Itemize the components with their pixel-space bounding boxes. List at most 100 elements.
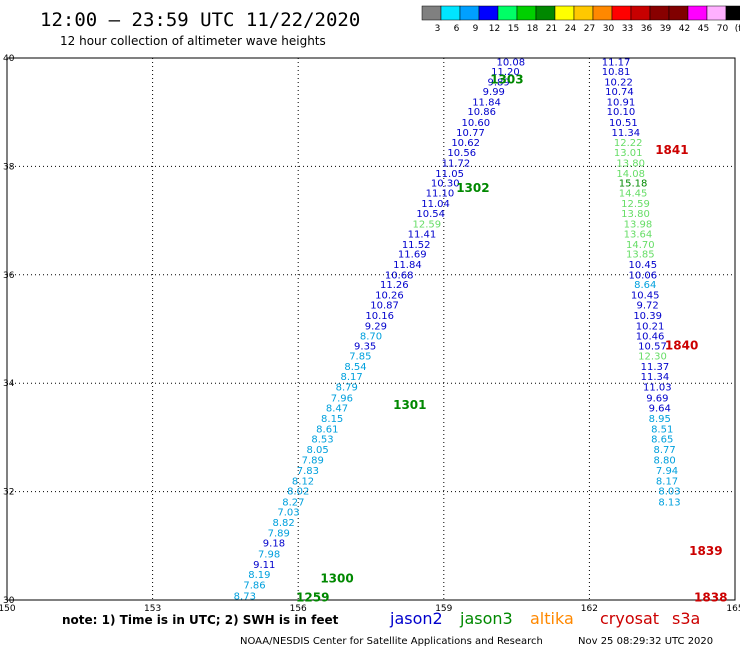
wave-height-label: 8.70 [360,332,382,343]
chart-title: 12:00 – 23:59 UTC 11/22/2020 [40,9,360,31]
y-tick-label: 32 [3,488,14,498]
colorbar-swatch [516,5,537,21]
colorbar-swatch [535,5,556,21]
plot-frame [6,57,736,601]
wave-height-label: 8.47 [326,404,348,415]
wave-height-label: 9.69 [646,393,668,404]
wave-height-label: 10.91 [607,97,636,108]
wave-height-label: 7.96 [331,393,353,404]
grid-lines [7,58,735,600]
pass-number-label: 1841 [655,143,688,157]
wave-height-label: 7.94 [656,466,678,477]
wave-height-label: 10.39 [633,311,662,322]
satellite-legend: jason2 jason3 altika cryosat s3a [389,609,700,628]
wave-height-label: 10.77 [456,128,485,139]
wave-height-label: 8.17 [340,372,362,383]
wave-height-label: 7.83 [297,466,319,477]
footnote: note: 1) Time is in UTC; 2) SWH is in fe… [62,613,339,627]
wave-height-label: 8.82 [273,518,295,529]
y-tick-label: 40 [3,54,15,64]
wave-height-label: 10.06 [628,270,657,281]
wave-height-label: 8.27 [282,497,304,508]
wave-height-label: 8.80 [653,456,675,467]
wave-height-label: 10.81 [602,67,631,78]
colorbar-swatch [440,5,461,21]
x-tick-label: 159 [435,604,452,614]
pass-number-label: 1839 [689,544,722,558]
wave-height-label: 7.86 [243,580,265,591]
wave-height-label: 8.03 [658,487,680,498]
wave-height-label: 13.64 [624,230,653,241]
wave-height-label: 8.54 [344,362,366,373]
wave-height-label: 13.80 [616,159,645,170]
colorbar-swatch [592,5,613,21]
colorbar-label: 30 [603,24,615,34]
pass-labels: 1303 1302 1301 1300 1259 1841 1840 1839 1838 [296,73,727,605]
wave-height-label: 8.12 [292,476,314,487]
colorbar-label: 18 [527,24,539,34]
colorbar-label: 33 [622,24,633,34]
wave-height-label: 9.18 [263,539,285,550]
colorbar-swatch [668,5,689,21]
colorbar-label: 70 [717,24,729,34]
wave-height-label: 10.51 [609,118,638,129]
wave-height-label: 8.51 [651,424,673,435]
colorbar-swatch [573,5,594,21]
wave-height-label: 11.41 [408,230,437,241]
wave-height-label: 8.05 [306,445,328,456]
wave-height-label: 10.21 [636,321,665,332]
x-tick-label: 162 [581,604,598,614]
wave-height-label: 11.84 [472,97,501,108]
wave-height-label: 9.64 [649,404,671,415]
wave-height-label: 13.85 [626,250,655,261]
wave-height-label: 11.03 [643,383,672,394]
wave-height-label: 11.37 [641,362,670,373]
wave-height-label: 11.84 [393,260,422,271]
colorbar-label: 36 [641,24,653,34]
wave-height-label: 11.34 [611,128,640,139]
colorbar-swatch [478,5,499,21]
wave-height-label: 11.10 [426,189,455,200]
pass-number-label: 1300 [320,571,353,585]
chart-subtitle: 12 hour collection of altimeter wave hei… [60,34,326,48]
wave-height-label: 8.65 [651,435,673,446]
wave-height-label: 7.98 [258,549,280,560]
colorbar-swatch [421,5,442,21]
wave-height-label: 13.98 [624,219,653,230]
colorbar-label: 42 [679,24,690,34]
colorbar-swatch [497,5,518,21]
wave-height-label: 15.18 [619,179,648,190]
wave-height-label: 11.05 [435,169,464,180]
wave-height-label: 8.61 [316,424,338,435]
colorbar-label: 27 [584,24,595,34]
data-labels: 10.0811.209.899.9911.8410.8610.6010.7710… [234,57,681,602]
wave-height-label: 11.69 [398,250,427,261]
colorbar-swatch [725,5,740,21]
wave-height-label: 10.87 [370,301,399,312]
satellite-name-jason3: jason3 [459,609,513,628]
wave-height-label: 10.74 [605,87,634,98]
colorbar-label: 39 [660,24,672,34]
wave-height-label: 10.08 [496,57,525,68]
wave-height-label: 11.04 [421,199,450,210]
wave-height-label: 8.53 [311,435,333,446]
wave-height-label: 8.02 [287,487,309,498]
wave-height-label: 9.35 [354,341,376,352]
colorbar-label: 3 [435,24,441,34]
pass-number-label: 1302 [456,181,489,195]
x-tick-label: 156 [290,604,307,614]
pass-number-label: 1301 [393,398,426,412]
wave-height-label: 14.70 [626,240,655,251]
wave-height-label: 9.72 [637,301,659,312]
wave-height-label: 10.26 [375,290,404,301]
y-tick-label: 30 [3,596,15,606]
wave-height-label: 10.86 [467,107,496,118]
wave-height-label: 8.17 [656,476,678,487]
wave-height-label: 8.19 [248,570,270,581]
y-tick-label: 36 [3,271,15,281]
wave-height-label: 12.30 [638,352,667,363]
wave-height-label: 9.99 [483,87,505,98]
wave-height-label: 8.15 [321,414,343,425]
